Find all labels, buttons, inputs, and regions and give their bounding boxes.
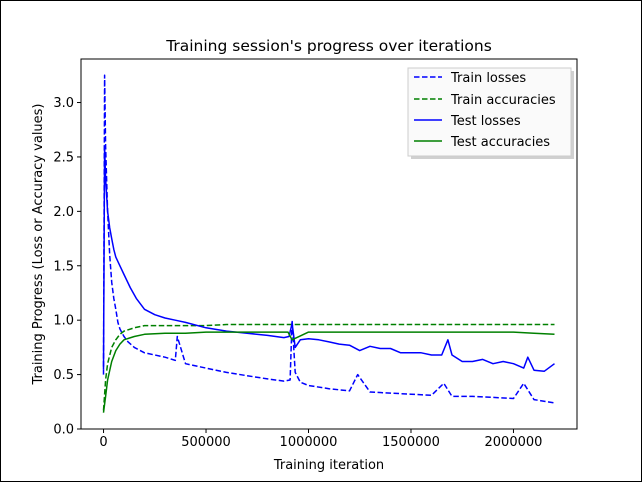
series-line-test-accuracies — [102, 331, 555, 413]
y-tick-label: 3.0 — [53, 96, 74, 111]
axes-frame — [80, 58, 578, 430]
y-tick-label: 0.5 — [53, 368, 74, 383]
legend-label-test-losses: Test losses — [450, 114, 521, 129]
chart-title: Training session's progress over iterati… — [165, 37, 492, 55]
x-axis-label: Training iteration — [273, 458, 384, 473]
legend-label-train-accuracies: Train accuracies — [450, 93, 556, 108]
series-line-train-losses — [102, 74, 555, 404]
x-tick-label: 1000000 — [280, 435, 338, 450]
y-tick-label: 2.5 — [53, 150, 74, 165]
x-tick-label: 0 — [99, 435, 107, 450]
x-tick-label: 2000000 — [485, 435, 543, 450]
legend-label-test-accuracies: Test accuracies — [450, 135, 550, 150]
legend-label-train-losses: Train losses — [450, 71, 526, 86]
x-tick-label: 500000 — [181, 435, 231, 450]
y-axis: 0.0 0.5 1.0 1.5 2.0 2.5 3.0 — [53, 96, 81, 438]
x-tick-label: 1500000 — [382, 435, 440, 450]
series-layer — [102, 74, 555, 413]
series-line-test-losses — [102, 145, 555, 373]
legend: Train losses Train accuracies Test losse… — [407, 67, 574, 159]
x-axis: 0 500000 1000000 1500000 2000000 — [99, 429, 542, 450]
y-tick-label: 1.0 — [53, 314, 74, 329]
series-line-train-accuracies — [102, 323, 555, 411]
y-tick-label: 2.0 — [53, 205, 74, 220]
y-tick-label: 0.0 — [53, 423, 74, 438]
y-axis-label: Training Progress (Loss or Accuracy valu… — [31, 103, 46, 385]
y-tick-label: 1.5 — [53, 259, 74, 274]
